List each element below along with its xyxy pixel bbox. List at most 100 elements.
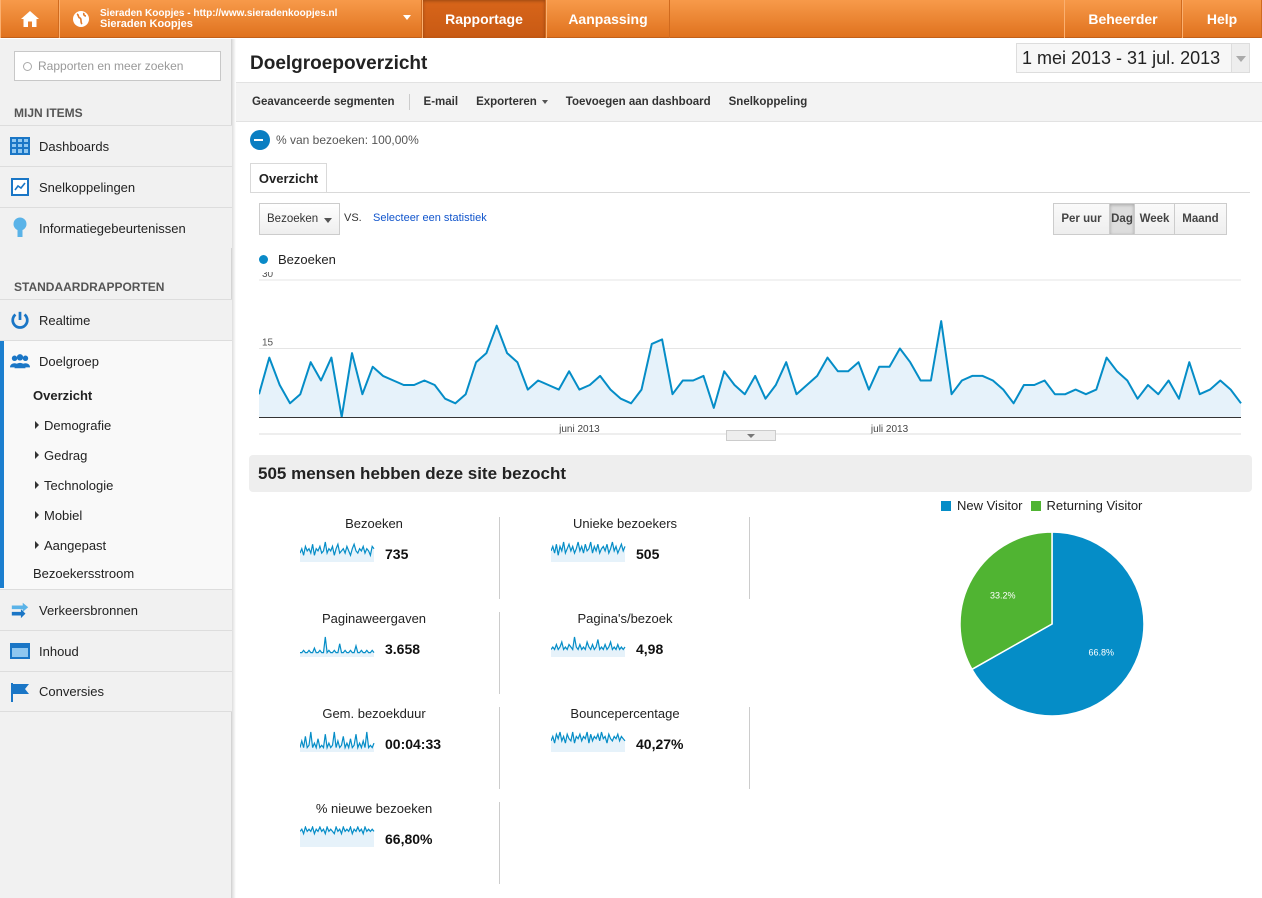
metric-select-value: Bezoeken: [267, 213, 319, 225]
metric-label: Unieke bezoekers: [572, 516, 678, 531]
pie-legend-item[interactable]: New Visitor: [941, 498, 1023, 513]
tab-beheerder[interactable]: Beheerder: [1064, 0, 1182, 38]
sparkline: [300, 636, 375, 657]
metric-tile[interactable]: Gem. bezoekduur 00:04:33: [249, 698, 499, 793]
metric-select[interactable]: Bezoeken: [259, 203, 340, 235]
chart-legend: Bezoeken: [259, 252, 336, 267]
sidebar-item-shortcuts[interactable]: Snelkoppelingen: [0, 166, 232, 207]
tab-rapportage[interactable]: Rapportage: [422, 0, 546, 38]
add-to-dashboard-button[interactable]: Toevoegen aan dashboard: [565, 96, 711, 108]
select-statistic-link[interactable]: Selecteer een statistiek: [373, 212, 487, 224]
sidebar-item-doelgroep[interactable]: Doelgroep: [0, 340, 232, 381]
y-tick-label: 30: [262, 272, 274, 280]
sidebar-shadow: [232, 39, 236, 898]
granularity-month-button[interactable]: Maand: [1175, 204, 1226, 234]
account-selector[interactable]: Sieraden Koopjes - http://www.sieradenko…: [59, 0, 422, 38]
tab-help[interactable]: Help: [1182, 0, 1262, 38]
granularity-week-button[interactable]: Week: [1135, 204, 1175, 234]
chevron-down-icon: [324, 218, 332, 223]
pie-slice[interactable]: [959, 531, 1053, 671]
sidebar-item-dashboards[interactable]: Dashboards: [0, 125, 232, 166]
sidebar-item-content[interactable]: Inhoud: [0, 630, 232, 671]
sidebar-sub-gedrag[interactable]: Gedrag: [35, 448, 87, 463]
sparkline-line: [551, 731, 626, 744]
home-button[interactable]: [0, 0, 59, 38]
globe-icon: [73, 11, 89, 27]
chevron-down-icon: [541, 100, 548, 104]
metric-label: % nieuwe bezoeken: [315, 801, 433, 816]
sidebar-sub-aangepast[interactable]: Aangepast: [35, 538, 106, 553]
page-title: Doelgroepoverzicht: [250, 53, 428, 74]
metric-tile[interactable]: Pagina's/bezoek 4,98: [500, 603, 750, 698]
metric-tile[interactable]: Bezoeken 735: [249, 508, 499, 603]
metric-label: Pagina's/bezoek: [577, 611, 673, 626]
realtime-icon: [10, 310, 30, 330]
sparkline-area: [300, 542, 374, 562]
tab-aanpassing[interactable]: Aanpassing: [546, 0, 670, 38]
dashboard-icon: [10, 136, 30, 156]
sparkline-line: [551, 636, 626, 652]
pie-legend-item[interactable]: Returning Visitor: [1030, 498, 1143, 513]
triangle-right-icon: [35, 541, 39, 549]
sparkline-line: [551, 541, 626, 556]
pie-slice[interactable]: [970, 531, 1145, 717]
sidebar-sub-overzicht[interactable]: Overzicht: [33, 388, 93, 403]
pie-legend-label: New Visitor: [957, 498, 1023, 513]
audience-icon: [10, 351, 30, 371]
sidebar-item-label: Conversies: [39, 684, 105, 699]
metric-label: Paginaweergaven: [321, 611, 427, 626]
sidebar-sub-mobiel[interactable]: Mobiel: [35, 508, 82, 523]
search-input[interactable]: Rapporten en meer zoeken: [14, 51, 221, 81]
tab-divider: [250, 192, 1250, 193]
date-range-picker[interactable]: 1 mei 2013 - 31 jul. 2013: [1016, 43, 1250, 73]
account-url: Sieraden Koopjes - http://www.sieradenko…: [100, 8, 338, 19]
metric-tile[interactable]: % nieuwe bezoeken 66,80%: [249, 793, 499, 888]
legend-label: Bezoeken: [278, 252, 336, 267]
metric-divider: [749, 707, 750, 789]
standard-reports-header: STANDAARDRAPPORTEN: [14, 280, 165, 294]
sidebar-item-label: Verkeersbronnen: [39, 602, 139, 618]
metric-divider: [499, 517, 500, 599]
export-label: Exporteren: [476, 96, 537, 108]
sparkline: [551, 636, 626, 657]
triangle-right-icon: [35, 421, 39, 429]
visitor-type-pie-chart[interactable]: 66.8% 33.2%: [958, 530, 1148, 720]
chevron-down-icon[interactable]: [1231, 44, 1249, 72]
metric-tile[interactable]: Bouncepercentage 40,27%: [500, 698, 750, 793]
export-button[interactable]: Exporteren: [476, 96, 548, 108]
email-button[interactable]: E-mail: [423, 96, 459, 108]
metric-tile[interactable]: Paginaweergaven 3.658: [249, 603, 499, 698]
sidebar-item-traffic-sources[interactable]: Verkeersbronnen: [0, 589, 232, 630]
granularity-hour-button[interactable]: Per uur: [1054, 204, 1110, 234]
segment-indicator: % van bezoeken: 100,00%: [250, 130, 419, 150]
sidebar-sub-technologie[interactable]: Technologie: [35, 478, 113, 493]
sidebar-sub-bezoekersstroom[interactable]: Bezoekersstroom: [33, 566, 135, 581]
sparkline-line: [300, 826, 375, 836]
visits-line-chart[interactable]: 15 30 juni 2013 juli 2013: [259, 272, 1250, 435]
pie-slice-label: 33.2%: [990, 590, 1016, 600]
metric-divider: [499, 707, 500, 789]
sidebar-item-realtime[interactable]: Realtime: [0, 299, 232, 340]
account-name: Sieraden Koopjes: [100, 18, 193, 30]
triangle-right-icon: [35, 511, 39, 519]
sidebar-item-label: Inhoud: [39, 643, 79, 659]
sidebar-item-label: Dashboards: [39, 138, 110, 154]
sparkline-line: [300, 731, 375, 750]
chart-expand-handle[interactable]: [726, 430, 776, 441]
advanced-segments-button[interactable]: Geavanceerde segmenten: [252, 96, 395, 108]
traffic-arrows-icon: [10, 600, 30, 620]
sidebar-item-intelligence-events[interactable]: Informatiegebeurtenissen: [0, 207, 232, 248]
tab-overzicht[interactable]: Overzicht: [250, 163, 327, 193]
x-tick-label: juli 2013: [870, 424, 909, 435]
sidebar-item-label: Doelgroep: [39, 353, 99, 369]
shortcut-button[interactable]: Snelkoppeling: [728, 96, 808, 108]
sidebar-item-conversions[interactable]: Conversies: [0, 671, 232, 712]
pie-slice-label: 66.8%: [1089, 648, 1115, 658]
sidebar-sub-demografie[interactable]: Demografie: [35, 418, 111, 433]
metric-divider: [499, 802, 500, 884]
pie-legend-label: Returning Visitor: [1046, 498, 1143, 513]
series-line: [259, 320, 1242, 418]
metric-label: Gem. bezoekduur: [322, 706, 426, 721]
granularity-day-button[interactable]: Dag: [1110, 204, 1135, 234]
metric-tile[interactable]: Unieke bezoekers 505: [500, 508, 750, 603]
